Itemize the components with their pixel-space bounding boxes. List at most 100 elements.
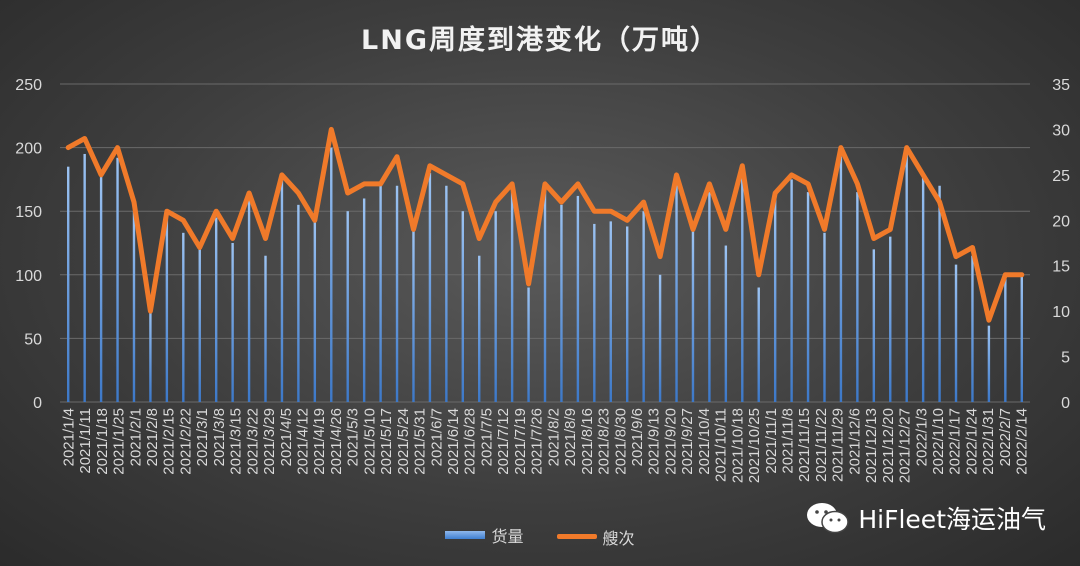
x-tick-label: 2021/5/3: [345, 408, 362, 466]
bar[interactable]: [297, 204, 300, 402]
bar[interactable]: [165, 211, 169, 402]
bar[interactable]: [445, 185, 448, 402]
bar[interactable]: [362, 198, 366, 402]
x-tick-label: 2021/5/24: [395, 408, 412, 475]
bar[interactable]: [214, 217, 218, 402]
x-tick-label: 2021/3/22: [244, 408, 261, 475]
bar[interactable]: [346, 211, 349, 402]
x-tick-label: 2021/3/1: [194, 408, 211, 466]
bar[interactable]: [609, 221, 612, 402]
bar[interactable]: [708, 192, 711, 402]
x-tick-label: 2021/10/25: [746, 408, 763, 483]
bar[interactable]: [856, 192, 859, 402]
bar[interactable]: [971, 255, 974, 402]
bar[interactable]: [790, 179, 793, 402]
bar[interactable]: [527, 287, 530, 402]
y-right-tick-label: 20: [1052, 213, 1070, 230]
bar[interactable]: [478, 255, 481, 402]
bar[interactable]: [543, 188, 547, 402]
x-tick-label: 2021/2/22: [177, 408, 194, 475]
x-tick-label: 2022/1/17: [947, 408, 964, 475]
bar[interactable]: [823, 232, 826, 402]
wechat-icon: [807, 503, 850, 534]
y-right-tick-label: 30: [1052, 122, 1070, 139]
bar[interactable]: [691, 230, 695, 402]
bar[interactable]: [1020, 274, 1023, 402]
x-tick-label: 2021/12/20: [880, 408, 897, 483]
x-tick-label: 2021/4/19: [311, 408, 328, 475]
x-tick-label: 2022/1/3: [913, 408, 930, 466]
bar[interactable]: [642, 211, 645, 402]
legend-label-line: 艘次: [602, 528, 635, 548]
bar[interactable]: [67, 166, 70, 402]
bar[interactable]: [806, 192, 810, 402]
bar[interactable]: [658, 274, 662, 402]
x-tick-label: 2021/5/31: [412, 408, 429, 475]
bar[interactable]: [428, 173, 432, 402]
x-tick-label: 2022/1/31: [980, 408, 997, 475]
bar[interactable]: [938, 185, 941, 402]
bar[interactable]: [461, 211, 464, 402]
bar[interactable]: [757, 287, 760, 402]
legend-swatch-bar: [445, 531, 486, 539]
bar[interactable]: [987, 325, 991, 402]
legend-item-line[interactable]: 艘次: [556, 525, 635, 549]
y-right-tick-label: 5: [1061, 350, 1070, 367]
bar[interactable]: [675, 179, 678, 402]
bar[interactable]: [510, 188, 514, 402]
bar[interactable]: [921, 173, 925, 402]
bar[interactable]: [182, 232, 185, 402]
bar[interactable]: [379, 185, 382, 402]
bar[interactable]: [954, 264, 958, 402]
bar[interactable]: [198, 243, 201, 402]
bar[interactable]: [280, 175, 284, 402]
bar[interactable]: [412, 230, 415, 402]
bar[interactable]: [905, 153, 908, 402]
y-right-tick-label: 35: [1052, 77, 1070, 94]
bar-series: [67, 147, 1023, 402]
x-tick-label: 2021/12/6: [846, 408, 863, 475]
bar[interactable]: [313, 217, 317, 402]
x-tick-label: 2021/4/5: [278, 408, 295, 466]
bar[interactable]: [724, 245, 728, 402]
bar[interactable]: [494, 211, 497, 402]
bar[interactable]: [99, 175, 103, 402]
bar[interactable]: [741, 173, 744, 402]
x-tick-label: 2021/6/14: [445, 408, 462, 475]
bar[interactable]: [593, 223, 596, 402]
x-tick-label: 2021/12/27: [897, 408, 914, 483]
legend-item-bar[interactable]: 货量: [445, 523, 523, 547]
bar[interactable]: [576, 195, 580, 402]
bar[interactable]: [264, 255, 267, 402]
legend-label-bar: 货量: [491, 527, 524, 546]
bar[interactable]: [839, 156, 843, 402]
x-tick-label: 2021/11/29: [830, 408, 847, 482]
bar[interactable]: [116, 157, 119, 402]
bar[interactable]: [149, 306, 152, 402]
bar[interactable]: [132, 211, 136, 402]
bar[interactable]: [626, 226, 629, 402]
x-tick-label: 2021/11/15: [796, 408, 813, 482]
y-left-tick-label: 150: [15, 204, 42, 221]
y-left-tick-label: 0: [33, 395, 42, 412]
line-series: [65, 126, 1025, 323]
bar[interactable]: [773, 198, 777, 402]
bar[interactable]: [872, 249, 876, 402]
bar[interactable]: [560, 204, 563, 402]
bar[interactable]: [889, 236, 892, 402]
bar[interactable]: [231, 243, 234, 402]
y-right-tick-label: 25: [1052, 168, 1070, 185]
x-tick-label: 2021/4/12: [295, 408, 312, 475]
bar[interactable]: [83, 153, 86, 402]
bar[interactable]: [1004, 274, 1007, 402]
bar[interactable]: [330, 147, 333, 402]
x-tick-label: 2021/10/4: [696, 408, 713, 475]
legend: 货量 艘次: [0, 523, 1080, 549]
y-right-tick-label: 10: [1052, 304, 1070, 321]
line-series-path[interactable]: [65, 126, 1025, 323]
x-tick-label: 2021/9/6: [629, 408, 646, 466]
bar[interactable]: [247, 198, 251, 402]
bar[interactable]: [395, 185, 399, 402]
x-tick-label: 2021/11/8: [780, 408, 797, 474]
